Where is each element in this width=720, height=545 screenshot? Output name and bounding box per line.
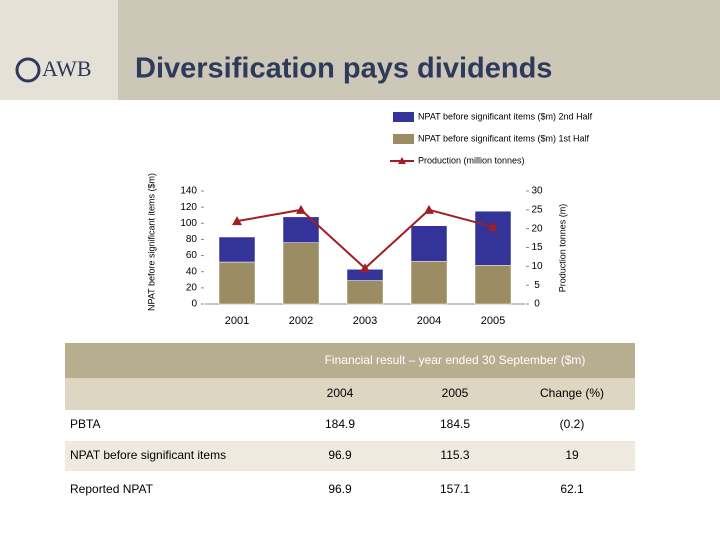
bar [410, 260, 448, 305]
logo-band [0, 0, 118, 100]
bar [474, 265, 512, 305]
legend-marker [398, 157, 406, 164]
y-tick-label: 0 [191, 299, 197, 310]
table-header-band [65, 378, 635, 410]
y-tick-label: 20 [186, 282, 198, 293]
header-band [0, 0, 720, 100]
y2-tick-label: 10 [531, 261, 543, 272]
table-column-header: 2004 [327, 386, 354, 400]
table-title-band [65, 343, 635, 378]
x-tick-label: 2003 [353, 315, 377, 327]
line-marker [424, 204, 434, 214]
y-tick-label: 140 [180, 186, 197, 197]
table-cell: (0.2) [560, 417, 585, 431]
bar [282, 242, 320, 305]
line-marker [232, 216, 242, 226]
table-row-label: NPAT before significant items [70, 448, 226, 462]
table-row-label: Reported NPAT [70, 482, 154, 496]
bar [218, 261, 256, 305]
y-tick-label: 80 [186, 234, 198, 245]
bar [474, 210, 512, 266]
y2-tick-label: 15 [531, 242, 543, 253]
logo-mark [15, 57, 41, 83]
table-row-label: PBTA [70, 417, 100, 431]
table-cell: 96.9 [328, 482, 352, 496]
y2-tick-label: 20 [531, 223, 543, 234]
slide-title: Diversification pays dividends [135, 53, 552, 85]
y-tick-label: 40 [186, 266, 198, 277]
legend-swatch [393, 134, 414, 144]
table-cell: 62.1 [560, 482, 584, 496]
y2-tick-label: 5 [534, 280, 540, 291]
legend-label: NPAT before significant items ($m) 1st H… [418, 133, 590, 143]
line-marker [360, 263, 370, 273]
bar [346, 280, 384, 305]
y-tick-label: 120 [180, 202, 197, 213]
y-tick-label: 60 [186, 250, 198, 261]
legend-swatch [393, 112, 414, 122]
table-title: Financial result – year ended 30 Septemb… [325, 353, 586, 367]
line [236, 208, 494, 270]
bar [410, 225, 448, 262]
bar [218, 236, 256, 263]
x-tick-label: 2005 [481, 315, 505, 327]
table-column-header: Change (%) [540, 386, 604, 400]
y2-tick-label: 25 [531, 204, 543, 215]
line-marker [488, 221, 498, 231]
table-row-band [65, 441, 635, 471]
y2-tick-label: 30 [531, 186, 543, 197]
table-cell: 96.9 [328, 448, 352, 462]
y-axis-label: NPAT before significant items ($m) [146, 173, 156, 311]
logo: AWB [42, 56, 92, 81]
legend-label: NPAT before significant items ($m) 2nd H… [418, 111, 593, 121]
y2-axis-label: Production tonnes (m) [557, 204, 567, 293]
table-cell: 115.3 [440, 448, 469, 462]
y-tick-label: 100 [180, 218, 197, 229]
table-column-header: 2005 [442, 386, 469, 400]
table-cell: 184.9 [325, 417, 355, 431]
x-tick-label: 2001 [225, 315, 249, 327]
y2-tick-label: 0 [534, 299, 540, 310]
line-marker [296, 204, 306, 214]
table-cell: 184.5 [440, 417, 470, 431]
table-cell: 19 [565, 448, 579, 462]
legend-label: Production (million tonnes) [418, 155, 525, 165]
x-tick-label: 2002 [289, 315, 313, 327]
table-cell: 157.1 [440, 482, 470, 496]
x-tick-label: 2004 [417, 315, 441, 327]
